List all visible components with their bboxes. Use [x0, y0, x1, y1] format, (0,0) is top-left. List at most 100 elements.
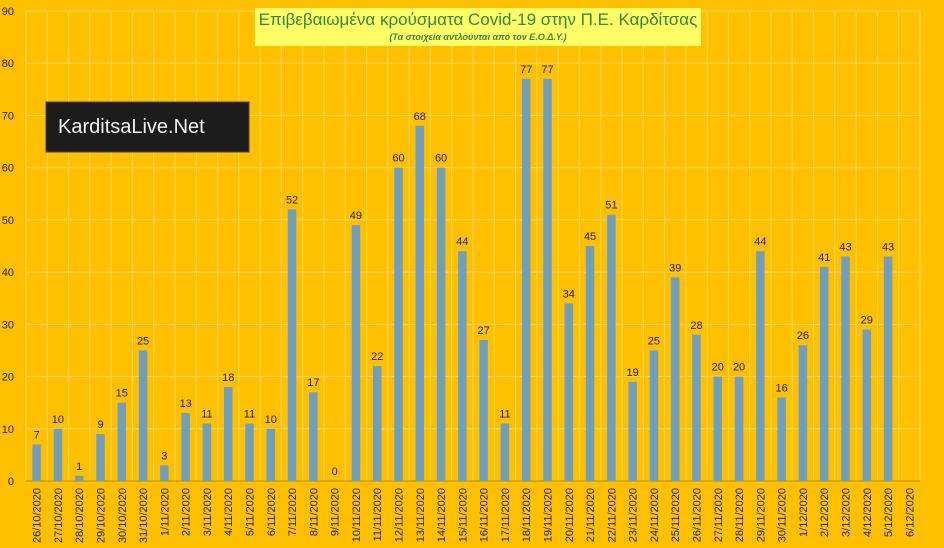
x-tick-label: 28/11/2020 [734, 488, 746, 542]
bar [202, 423, 212, 481]
x-tick-label: 6/12/2020 [904, 488, 916, 537]
x-tick-label: 14/11/2020 [436, 488, 448, 542]
bar [138, 350, 148, 481]
bar [862, 329, 872, 481]
y-tick-label: 90 [2, 6, 14, 18]
bar [181, 413, 190, 481]
x-tick-label: 26/11/2020 [692, 488, 704, 542]
value-label: 44 [456, 236, 468, 248]
bar [436, 167, 446, 481]
bar [819, 266, 829, 481]
value-label: 20 [733, 362, 745, 374]
y-tick-label: 80 [2, 58, 14, 70]
bar [543, 78, 552, 481]
bar [458, 251, 467, 481]
bar [564, 303, 574, 481]
x-tick-label: 24/11/2020 [649, 488, 661, 542]
bar [287, 209, 297, 481]
y-tick-label: 50 [2, 215, 14, 227]
value-label: 17 [307, 377, 319, 389]
bar [500, 423, 510, 481]
x-tick-label: 17/11/2020 [500, 488, 512, 542]
x-tick-label: 2/12/2020 [819, 488, 831, 537]
value-label: 0 [332, 466, 338, 478]
value-label: 60 [392, 153, 404, 165]
x-tick-label: 5/12/2020 [883, 488, 895, 537]
bar [798, 345, 808, 481]
x-tick-label: 16/11/2020 [479, 488, 491, 542]
value-label: 77 [541, 64, 553, 76]
bar [628, 381, 637, 481]
bar [713, 376, 723, 481]
x-tick-label: 30/10/2020 [117, 488, 129, 543]
bar [649, 350, 659, 481]
value-label: 77 [520, 64, 532, 76]
x-tick-label: 8/11/2020 [308, 488, 320, 536]
value-label: 60 [435, 153, 447, 165]
value-label: 20 [712, 362, 724, 374]
bar [415, 125, 425, 481]
bar [309, 392, 318, 481]
chart-title: Επιβεβαιωμένα κρούσματα Covid-19 στην Π.… [259, 10, 698, 29]
x-tick-label: 13/11/2020 [415, 488, 427, 542]
x-tick-label: 30/11/2020 [777, 488, 789, 542]
x-tick-label: 4/12/2020 [862, 488, 874, 537]
bar [756, 251, 765, 481]
value-label: 45 [584, 231, 596, 243]
value-label: 52 [286, 194, 298, 206]
bar [883, 256, 893, 481]
chart-subtitle: (Τα στοιχεία αντλούνται από τον Ε.Ο.Δ.Υ.… [389, 32, 566, 42]
x-tick-label: 22/11/2020 [606, 488, 618, 542]
value-label: 49 [350, 210, 362, 222]
value-label: 18 [222, 372, 234, 384]
value-label: 10 [52, 414, 64, 426]
x-tick-label: 15/11/2020 [457, 488, 469, 542]
value-label: 29 [861, 315, 873, 327]
x-tick-label: 11/11/2020 [372, 488, 384, 541]
value-label: 25 [137, 335, 149, 347]
y-tick-label: 60 [2, 163, 14, 175]
value-label: 19 [627, 367, 639, 379]
x-tick-label: 27/11/2020 [713, 488, 725, 542]
value-label: 7 [34, 429, 40, 441]
value-label: 34 [563, 288, 575, 300]
x-tick-label: 26/10/2020 [32, 488, 44, 543]
bar [670, 277, 680, 481]
logo-box [45, 101, 250, 153]
bar [479, 340, 488, 481]
x-tick-label: 10/11/2020 [351, 488, 363, 542]
bar [692, 334, 701, 481]
bar [74, 475, 84, 481]
bar [160, 465, 169, 481]
x-tick-label: 25/11/2020 [670, 488, 682, 542]
value-label: 1 [76, 461, 82, 473]
y-tick-label: 40 [2, 267, 14, 279]
x-tick-label: 3/12/2020 [841, 488, 853, 537]
x-tick-label: 9/11/2020 [330, 488, 342, 536]
x-tick-label: 2/11/2020 [181, 488, 193, 536]
value-label: 16 [776, 382, 788, 394]
bar [245, 423, 254, 481]
x-tick-label: 23/11/2020 [628, 488, 640, 542]
bar [96, 434, 105, 481]
x-tick-label: 27/10/2020 [53, 488, 65, 543]
bar [777, 397, 786, 481]
value-label: 11 [499, 409, 510, 421]
x-tick-label: 20/11/2020 [564, 488, 576, 542]
x-tick-label: 28/10/2020 [74, 488, 86, 543]
y-tick-label: 20 [2, 372, 14, 384]
bar [117, 402, 127, 481]
x-tick-label: 4/11/2020 [223, 488, 235, 536]
value-label: 3 [161, 450, 167, 462]
x-tick-label: 19/11/2020 [543, 488, 555, 542]
value-label: 10 [265, 414, 277, 426]
x-tick-label: 6/11/2020 [266, 488, 278, 536]
y-tick-label: 10 [2, 424, 14, 436]
bar [223, 387, 233, 481]
y-tick-label: 70 [2, 110, 14, 122]
value-label: 15 [116, 388, 128, 400]
bar [372, 366, 382, 481]
title-box [255, 8, 701, 46]
bar [607, 214, 616, 481]
